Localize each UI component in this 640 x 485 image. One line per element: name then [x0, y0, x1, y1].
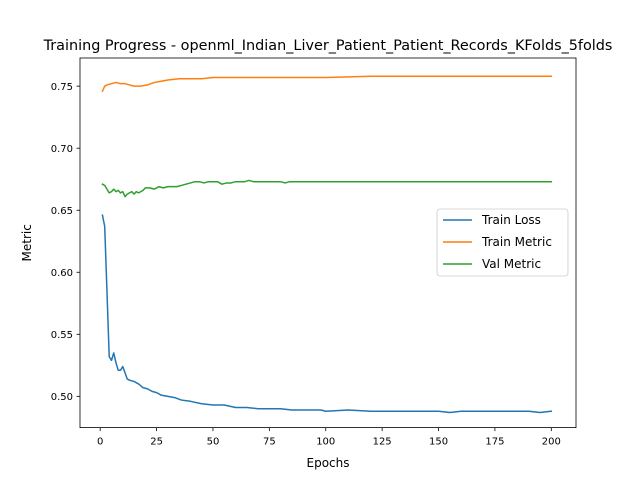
x-axis-label: Epochs — [307, 456, 350, 470]
legend-items: Train Loss Train Metric Val Metric — [443, 213, 552, 271]
plot-frame — [79, 57, 577, 429]
x-tick-label: 50 — [207, 437, 220, 448]
y-tick-label: 0.50 — [51, 392, 73, 403]
series-line-val-metric — [101, 179, 553, 198]
y-tick-label: 0.75 — [51, 82, 73, 93]
series-line-train-loss — [101, 214, 553, 414]
y-axis-label: Metric — [20, 224, 34, 261]
y-tick-label: 0.60 — [51, 268, 73, 279]
legend-label: Train Metric — [481, 235, 552, 249]
x-tick-label: 150 — [429, 437, 448, 448]
x-tick-label: 75 — [263, 437, 276, 448]
legend: Train Loss Train Metric Val Metric — [436, 208, 569, 277]
x-tick-label: 25 — [150, 437, 163, 448]
y-tick-label: 0.65 — [51, 206, 73, 217]
legend-label: Val Metric — [482, 257, 541, 271]
x-tick-label: 200 — [542, 437, 561, 448]
x-tick-label: 100 — [316, 437, 335, 448]
x-tick-label: 175 — [485, 437, 504, 448]
series-line-train-metric — [101, 75, 553, 93]
ticks-layer: 0 25 50 75 100 125 150 175 200 0.50 0.55 0.60 0.65 0.… — [51, 82, 561, 448]
chart-title: Training Progress - openml_Indian_Liver_… — [43, 38, 613, 54]
lines-layer — [101, 75, 553, 414]
legend-box — [436, 208, 569, 277]
legend-label: Train Loss — [481, 213, 541, 227]
y-tick-label: 0.55 — [51, 330, 73, 341]
x-tick-label: 0 — [97, 437, 103, 448]
x-tick-label: 125 — [373, 437, 392, 448]
y-tick-label: 0.70 — [51, 144, 73, 155]
